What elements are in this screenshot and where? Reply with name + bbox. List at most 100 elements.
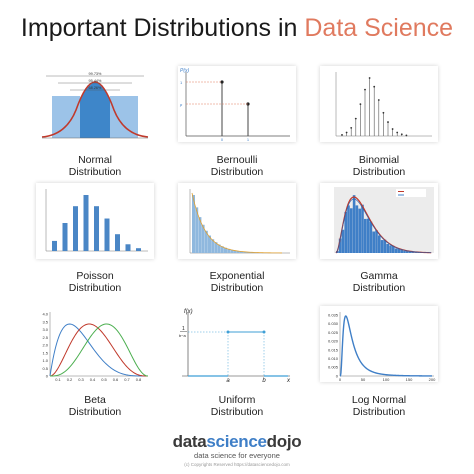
exponential-bar [214, 242, 218, 253]
caption-normal: Normal Distribution [68, 154, 122, 178]
beta-ytick: 2.5 [42, 335, 48, 340]
gamma-bar [344, 211, 347, 253]
gamma-bar [366, 218, 370, 253]
gamma-bar [341, 229, 345, 253]
exponential-bar [220, 246, 224, 253]
bernoulli-distribution-chart: P(x) 1 p 0 1 [178, 66, 296, 142]
exponential-curve [191, 192, 283, 254]
poisson-bar [115, 234, 120, 251]
gamma-bar [355, 205, 359, 253]
lognormal-ytick: 0.030 [328, 321, 339, 326]
gamma-bar [386, 243, 389, 253]
exponential-bar [246, 252, 250, 253]
copyright-text: (c) Copyrights Reserved https://datascie… [184, 462, 290, 467]
binomial-point [387, 121, 389, 123]
page-title: Important Distributions in Data Science [20, 14, 454, 42]
gamma-bar [369, 221, 373, 253]
lognormal-ytick: 0.035 [328, 313, 339, 318]
beta-curve [49, 323, 149, 377]
normal-tail-right [110, 96, 138, 138]
binomial-point [377, 99, 380, 101]
beta-ytick: 0 [46, 374, 49, 379]
binomial-point [405, 134, 408, 137]
beta-xtick: 0.1 [55, 377, 61, 382]
beta-xtick: 0.3 [78, 377, 84, 382]
gamma-bar [389, 245, 392, 253]
binomial-distribution-chart [320, 66, 438, 142]
exponential-bar [195, 207, 199, 253]
poisson-bar [125, 244, 131, 251]
gamma-bar [397, 248, 401, 253]
binomial-point [400, 133, 403, 136]
beta-ytick: 2.0 [42, 343, 48, 348]
bernoulli-ytick: 1 [180, 80, 183, 85]
normal-distribution-chart: 99.73% 95.44% 68.26% [36, 66, 154, 142]
uniform-x: x [286, 378, 291, 382]
caption-gamma: Gamma Distribution [352, 270, 406, 294]
poisson-bar [136, 248, 141, 251]
binomial-point [345, 131, 348, 134]
beta-xtick: 0.2 [67, 377, 73, 382]
pct-label: 99.73% [89, 72, 103, 76]
caption-uniform: Uniform Distribution [210, 394, 264, 418]
exponential-bar [224, 247, 227, 253]
gamma-bar [375, 230, 378, 253]
lognormal-ytick: 0.025 [328, 330, 339, 335]
gamma-bar [411, 251, 415, 253]
bernoulli-xtick: 1 [247, 137, 250, 142]
exponential-bar [192, 195, 195, 253]
uniform-num: 1 [182, 326, 185, 332]
binomial-point [391, 128, 394, 130]
exponential-bar [227, 248, 231, 253]
gamma-bar [372, 231, 375, 253]
beta-xtick: 0.7 [124, 377, 130, 382]
uniform-fx: f(x) [184, 309, 193, 315]
beta-xtick: 0.8 [136, 377, 142, 382]
beta-xtick: 0.6 [113, 377, 119, 382]
gamma-bar [400, 249, 403, 253]
exponential-bar [211, 239, 215, 253]
gamma-bar [350, 208, 353, 253]
lognormal-curve [339, 315, 433, 377]
exponential-bar [201, 224, 205, 253]
beta-ytick: 4.0 [42, 312, 48, 317]
gamma-bar [338, 238, 342, 253]
lognormal-ytick: 0.005 [328, 365, 339, 370]
exponential-bar [230, 249, 234, 253]
lognormal-xtick: 100 [383, 377, 390, 382]
exponential-bar [233, 250, 237, 253]
beta-xtick: 0.5 [101, 377, 107, 382]
gamma-bar [361, 204, 364, 253]
brand-tagline: data science for everyone [194, 451, 280, 460]
beta-ytick: 1.0 [42, 358, 48, 363]
lognormal-ytick: 0.020 [328, 339, 339, 344]
gamma-bar [347, 205, 350, 253]
poisson-bar [83, 195, 89, 251]
uniform-b: b [262, 378, 266, 382]
poisson-bar [73, 206, 78, 251]
exponential-bar [198, 217, 202, 253]
pct-label: 95.44% [89, 79, 103, 83]
lognormal-ytick: 0.010 [328, 356, 339, 361]
caption-poisson: Poisson Distribution [68, 270, 122, 294]
binomial-point [373, 85, 376, 88]
caption-bernoulli: Bernoulli Distribution [210, 154, 264, 178]
bernoulli-point [220, 80, 224, 84]
gamma-legend [396, 189, 426, 197]
lognormal-xtick: 50 [361, 377, 366, 382]
beta-xtick: 0.4 [90, 377, 96, 382]
uniform-a: a [226, 378, 230, 382]
lognormal-xtick: 0 [339, 377, 342, 382]
exponential-bar [236, 250, 240, 253]
caption-beta: Beta Distribution [68, 394, 122, 418]
exponential-bar [204, 230, 208, 253]
lognormal-xtick: 200 [429, 377, 436, 382]
gamma-bar [408, 251, 412, 253]
beta-distribution-chart: 4.0 3.5 3.0 2.5 2.0 1.5 1.0 0.5 0 0.1 0.2 0.3 0.4 0.5… [36, 306, 154, 382]
gamma-bar [364, 218, 367, 253]
normal-center-area [80, 82, 110, 138]
gamma-curve-theory [335, 198, 432, 254]
lognormal-xtick: 150 [406, 377, 413, 382]
exponential-bar [217, 244, 221, 253]
gamma-bar [380, 240, 384, 253]
